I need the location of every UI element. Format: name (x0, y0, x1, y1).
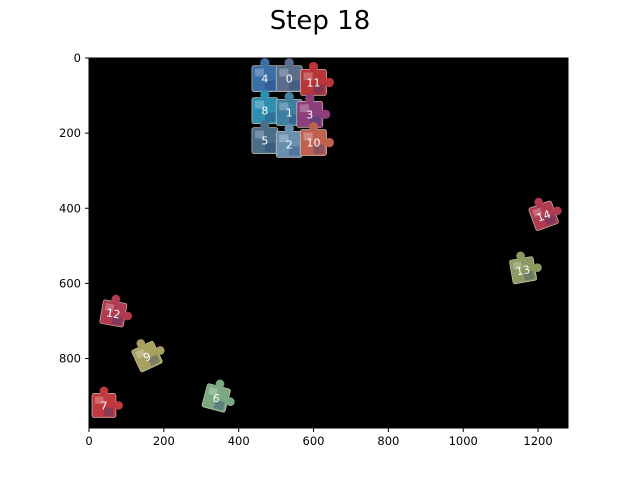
x-tick-label: 600 (303, 434, 325, 448)
y-tick-label: 600 (59, 276, 81, 290)
piece-label: 14 (535, 208, 553, 225)
loose-pieces: 14 13 12 9 6 7 (91, 192, 566, 418)
y-tick-label: 800 (59, 352, 81, 366)
piece-label: 1 (286, 106, 293, 119)
x-tick-label: 800 (377, 434, 399, 448)
piece-label: 8 (261, 105, 268, 118)
plot-title: Step 18 (269, 6, 371, 36)
loose-piece-12[interactable]: 12 (99, 293, 135, 329)
piece-label: 4 (261, 73, 268, 86)
piece-label: 5 (261, 135, 268, 148)
x-tick-label: 1000 (449, 434, 478, 448)
x-tick-label: 400 (228, 434, 250, 448)
axis-ticks: 0 200 400 600 800 1000 1200 0 200 400 600 800 (59, 51, 569, 448)
piece-label: 3 (306, 108, 313, 121)
y-tick-label: 400 (59, 201, 81, 215)
piece-label: 12 (105, 306, 121, 321)
piece-label: 10 (307, 137, 321, 150)
loose-piece-9[interactable]: 9 (128, 331, 169, 373)
y-tick-label: 200 (59, 126, 81, 140)
board-frame (88, 57, 569, 429)
loose-piece-6[interactable]: 6 (201, 377, 240, 415)
y-tick-label: 0 (74, 51, 81, 65)
piece-label: 13 (515, 263, 531, 278)
cluster-piece-11[interactable]: 11 (300, 61, 335, 96)
cluster-piece-3[interactable]: 3 (296, 93, 331, 128)
puzzle-board (89, 58, 568, 428)
x-tick-label: 0 (85, 434, 92, 448)
piece-label: 11 (307, 76, 321, 89)
cluster-piece-10[interactable]: 10 (300, 122, 335, 156)
loose-piece-7[interactable]: 7 (91, 386, 123, 418)
x-tick-label: 1200 (523, 434, 552, 448)
piece-label: 9 (141, 350, 153, 365)
piece-label: 2 (286, 138, 293, 151)
loose-piece-13[interactable]: 13 (508, 248, 544, 285)
assembled-cluster[interactable]: 4 0 11 8 1 3 5 2 10 (251, 58, 335, 158)
piece-label: 7 (100, 399, 107, 412)
loose-piece-14[interactable]: 14 (526, 192, 566, 232)
piece-label: 6 (211, 391, 221, 405)
piece-label: 0 (286, 73, 293, 86)
x-tick-label: 200 (153, 434, 175, 448)
